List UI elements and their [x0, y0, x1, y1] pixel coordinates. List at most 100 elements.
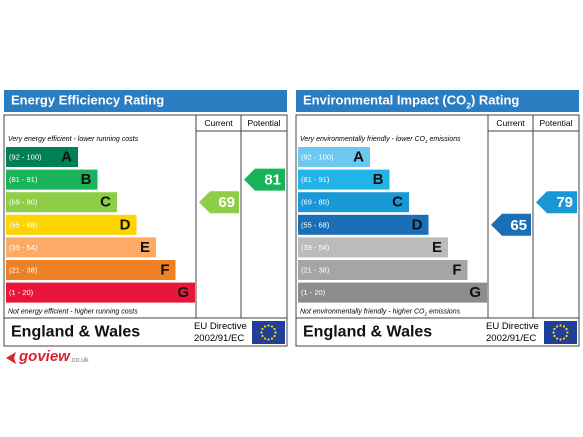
directive: EU Directive: [486, 321, 539, 332]
band-letter: B: [81, 171, 92, 188]
band-range: (92 - 100): [9, 152, 42, 161]
rating-band: [6, 214, 137, 235]
text-part: Environmental Impact (CO: [303, 93, 466, 108]
rating-band: [6, 260, 176, 280]
band-letter: F: [452, 261, 461, 278]
rating-band: [298, 192, 409, 213]
text-part: emissions: [427, 308, 461, 315]
bottom-note: Not energy efficient - higher running co…: [8, 308, 138, 315]
eu-star: [270, 337, 274, 340]
eu-star: [565, 327, 568, 331]
column-header: Current: [496, 118, 525, 128]
eu-star: [562, 337, 566, 340]
band-range: (1 - 20): [9, 288, 34, 297]
subscript: 2: [424, 311, 428, 316]
eu-star: [263, 325, 267, 328]
rating-arrow: [536, 191, 577, 214]
eu-star: [270, 325, 274, 328]
rating-band: [6, 169, 98, 190]
eu-star: [555, 337, 559, 340]
eu-star: [273, 327, 276, 331]
logo-name: goview: [18, 348, 71, 365]
eu-star: [553, 327, 556, 331]
text-part: Very energy efficient - lower running co…: [8, 136, 139, 143]
directive: 2002/91/EC: [486, 333, 536, 344]
header-bar: [4, 90, 287, 112]
eu-star: [559, 324, 562, 327]
band-letter: G: [469, 284, 481, 301]
band-range: (81 - 91): [9, 175, 38, 184]
band-letter: D: [120, 216, 131, 233]
band-letter: B: [373, 171, 384, 188]
band-letter: C: [100, 194, 111, 211]
eu-star: [552, 331, 555, 334]
eu-star: [566, 331, 569, 334]
band-letter: A: [61, 148, 72, 165]
band-letter: E: [432, 239, 442, 256]
band-range: (69 - 80): [9, 198, 38, 207]
band-range: (55 - 68): [9, 220, 38, 229]
band-letter: C: [392, 194, 403, 211]
logo-icon: [6, 352, 16, 364]
region: England & Wales: [303, 324, 432, 341]
text-part: Not energy efficient - higher running co…: [8, 308, 138, 315]
band-letter: A: [353, 148, 364, 165]
band-letter: F: [160, 261, 169, 278]
logo-suffix: .co.uk: [70, 357, 89, 364]
text-part: Very environmentally friendly - lower CO: [300, 136, 426, 143]
eu-star: [261, 334, 264, 338]
band-range: (39 - 54): [9, 243, 38, 252]
rating-band: [6, 192, 117, 213]
band-range: (21 - 38): [9, 265, 38, 274]
eu-star: [274, 331, 277, 334]
rating-band: [298, 260, 468, 280]
band-letter: E: [140, 239, 150, 256]
rating-band: [298, 214, 429, 235]
eu-star: [267, 324, 270, 327]
rating-band: [298, 237, 448, 258]
column-header: Current: [204, 118, 233, 128]
panel-title: Environmental Impact (CO2) Rating: [303, 93, 519, 111]
rating-arrow: [244, 168, 285, 191]
top-note: Very energy efficient - lower running co…: [8, 136, 139, 143]
directive: EU Directive: [194, 321, 247, 332]
eu-star: [273, 334, 276, 338]
eu-star: [562, 325, 566, 328]
band-letter: D: [412, 216, 423, 233]
eu-flag: [252, 321, 285, 344]
top-note: Very environmentally friendly - lower CO…: [300, 136, 461, 144]
subscript: 2: [424, 139, 428, 144]
rating-band: [298, 147, 370, 167]
band-range: (81 - 91): [301, 175, 330, 184]
region: England & Wales: [11, 324, 140, 341]
eu-star: [260, 331, 263, 334]
rating-band: [298, 169, 390, 190]
rating-band: [6, 237, 156, 258]
rating-arrow: [491, 213, 531, 236]
rating-value: 79: [556, 194, 573, 211]
band-range: (39 - 54): [301, 243, 330, 252]
eu-flag: [544, 321, 577, 344]
band-range: (92 - 100): [301, 152, 334, 161]
rating-band: [6, 147, 78, 167]
rating-value: 81: [264, 172, 281, 189]
text-part: Energy Efficiency Rating: [11, 93, 164, 108]
text-part: Not environmentally friendly - higher CO: [300, 308, 425, 315]
rating-band: [6, 282, 195, 303]
eu-star: [565, 334, 568, 338]
directive: 2002/91/EC: [194, 333, 244, 344]
eu-star: [267, 338, 270, 341]
eu-star: [263, 337, 267, 340]
rating-value: 69: [218, 194, 235, 211]
rating-arrow: [199, 191, 239, 214]
column-header: Potential: [247, 118, 280, 128]
eu-star: [553, 334, 556, 338]
text-part: ) Rating: [471, 93, 519, 108]
band-range: (69 - 80): [301, 198, 330, 207]
band-range: (1 - 20): [301, 288, 326, 297]
band-range: (55 - 68): [301, 220, 330, 229]
eu-star: [261, 327, 264, 331]
column-header: Potential: [539, 118, 572, 128]
header-bar: [296, 90, 579, 112]
